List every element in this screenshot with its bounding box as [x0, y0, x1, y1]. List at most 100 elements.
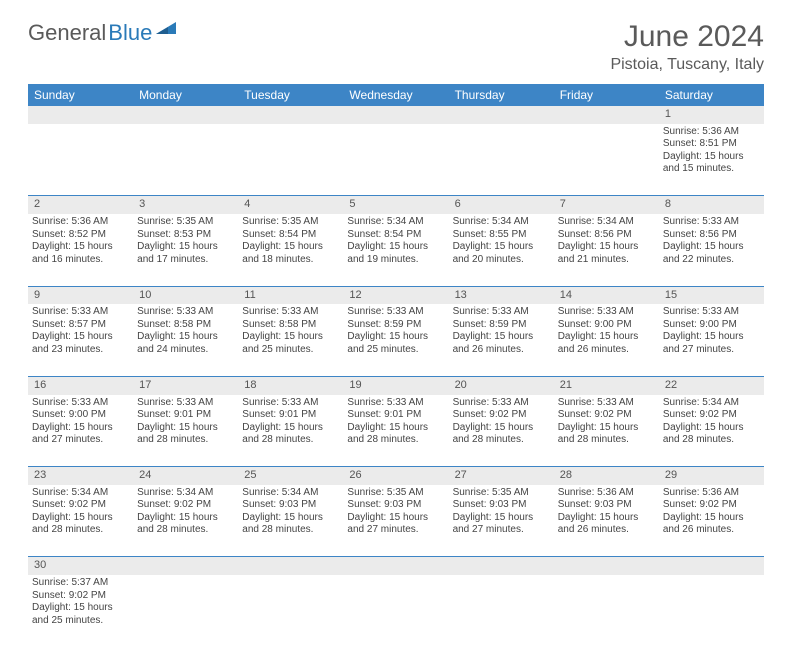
daylight-text: Daylight: 15 hours and 25 minutes. — [347, 331, 444, 356]
day-number: 18 — [238, 376, 343, 394]
daylight-text: Daylight: 15 hours and 20 minutes. — [453, 241, 550, 266]
sunrise-text: Sunrise: 5:33 AM — [663, 306, 760, 319]
day-number: 19 — [343, 376, 448, 394]
sunrise-text: Sunrise: 5:36 AM — [663, 126, 760, 139]
weekday-header-row: SundayMondayTuesdayWednesdayThursdayFrid… — [28, 84, 764, 106]
sunrise-text: Sunrise: 5:35 AM — [137, 216, 234, 229]
sunset-text: Sunset: 9:03 PM — [242, 499, 339, 512]
daylight-text: Daylight: 15 hours and 19 minutes. — [347, 241, 444, 266]
brand-part1: General — [28, 20, 106, 46]
day-cell: Sunrise: 5:36 AMSunset: 8:51 PMDaylight:… — [659, 124, 764, 196]
day-cell: Sunrise: 5:34 AMSunset: 9:02 PMDaylight:… — [133, 485, 238, 557]
day-cell — [449, 124, 554, 196]
day-number: 22 — [659, 376, 764, 394]
day-content-row: Sunrise: 5:37 AMSunset: 9:02 PMDaylight:… — [28, 575, 764, 647]
weekday-header: Monday — [133, 84, 238, 106]
sunrise-text: Sunrise: 5:33 AM — [453, 306, 550, 319]
day-number-row: 1 — [28, 106, 764, 124]
day-number: 28 — [554, 467, 659, 485]
daylight-text: Daylight: 15 hours and 25 minutes. — [242, 331, 339, 356]
day-cell: Sunrise: 5:33 AMSunset: 9:01 PMDaylight:… — [133, 395, 238, 467]
day-cell: Sunrise: 5:36 AMSunset: 8:52 PMDaylight:… — [28, 214, 133, 286]
sunrise-text: Sunrise: 5:34 AM — [347, 216, 444, 229]
sunrise-text: Sunrise: 5:34 AM — [663, 397, 760, 410]
day-number: 11 — [238, 286, 343, 304]
daylight-text: Daylight: 15 hours and 28 minutes. — [347, 422, 444, 447]
sunset-text: Sunset: 8:52 PM — [32, 229, 129, 242]
sunrise-text: Sunrise: 5:33 AM — [558, 306, 655, 319]
sunrise-text: Sunrise: 5:35 AM — [453, 487, 550, 500]
daylight-text: Daylight: 15 hours and 25 minutes. — [32, 602, 129, 627]
sunset-text: Sunset: 9:00 PM — [663, 319, 760, 332]
day-number-row: 30 — [28, 557, 764, 575]
sunrise-text: Sunrise: 5:34 AM — [32, 487, 129, 500]
day-number: 2 — [28, 196, 133, 214]
sunset-text: Sunset: 8:59 PM — [347, 319, 444, 332]
weekday-header: Wednesday — [343, 84, 448, 106]
day-number — [449, 557, 554, 575]
daylight-text: Daylight: 15 hours and 18 minutes. — [242, 241, 339, 266]
day-cell — [554, 575, 659, 647]
day-number: 26 — [343, 467, 448, 485]
sunrise-text: Sunrise: 5:33 AM — [347, 306, 444, 319]
sunset-text: Sunset: 9:02 PM — [32, 590, 129, 603]
sunset-text: Sunset: 9:03 PM — [558, 499, 655, 512]
day-content-row: Sunrise: 5:36 AMSunset: 8:52 PMDaylight:… — [28, 214, 764, 286]
day-cell — [133, 124, 238, 196]
weekday-header: Saturday — [659, 84, 764, 106]
sunset-text: Sunset: 8:58 PM — [137, 319, 234, 332]
daylight-text: Daylight: 15 hours and 27 minutes. — [663, 331, 760, 356]
day-number — [343, 557, 448, 575]
daylight-text: Daylight: 15 hours and 28 minutes. — [32, 512, 129, 537]
brand-logo: GeneralBlue — [28, 20, 182, 46]
sunset-text: Sunset: 8:57 PM — [32, 319, 129, 332]
sunset-text: Sunset: 8:56 PM — [663, 229, 760, 242]
day-cell: Sunrise: 5:34 AMSunset: 9:02 PMDaylight:… — [28, 485, 133, 557]
sunrise-text: Sunrise: 5:34 AM — [137, 487, 234, 500]
sunrise-text: Sunrise: 5:33 AM — [32, 306, 129, 319]
daylight-text: Daylight: 15 hours and 27 minutes. — [32, 422, 129, 447]
day-number: 16 — [28, 376, 133, 394]
day-number: 15 — [659, 286, 764, 304]
sunset-text: Sunset: 8:54 PM — [242, 229, 339, 242]
daylight-text: Daylight: 15 hours and 17 minutes. — [137, 241, 234, 266]
day-number — [238, 106, 343, 124]
weekday-header: Tuesday — [238, 84, 343, 106]
daylight-text: Daylight: 15 hours and 28 minutes. — [137, 512, 234, 537]
day-number: 27 — [449, 467, 554, 485]
day-cell: Sunrise: 5:33 AMSunset: 9:02 PMDaylight:… — [554, 395, 659, 467]
sunset-text: Sunset: 9:02 PM — [453, 409, 550, 422]
sunset-text: Sunset: 9:02 PM — [663, 409, 760, 422]
day-cell: Sunrise: 5:33 AMSunset: 9:01 PMDaylight:… — [238, 395, 343, 467]
day-number-row: 2345678 — [28, 196, 764, 214]
sunset-text: Sunset: 9:00 PM — [558, 319, 655, 332]
sunset-text: Sunset: 8:53 PM — [137, 229, 234, 242]
daylight-text: Daylight: 15 hours and 15 minutes. — [663, 151, 760, 176]
day-number — [554, 557, 659, 575]
sunrise-text: Sunrise: 5:33 AM — [242, 397, 339, 410]
day-number: 3 — [133, 196, 238, 214]
day-cell — [133, 575, 238, 647]
day-content-row: Sunrise: 5:33 AMSunset: 8:57 PMDaylight:… — [28, 304, 764, 376]
sunrise-text: Sunrise: 5:33 AM — [453, 397, 550, 410]
daylight-text: Daylight: 15 hours and 23 minutes. — [32, 331, 129, 356]
sunrise-text: Sunrise: 5:36 AM — [558, 487, 655, 500]
day-cell — [554, 124, 659, 196]
day-cell: Sunrise: 5:34 AMSunset: 8:56 PMDaylight:… — [554, 214, 659, 286]
title-block: June 2024 Pistoia, Tuscany, Italy — [610, 20, 764, 74]
day-cell: Sunrise: 5:33 AMSunset: 8:59 PMDaylight:… — [343, 304, 448, 376]
brand-part2: Blue — [108, 20, 152, 46]
sunset-text: Sunset: 9:02 PM — [32, 499, 129, 512]
daylight-text: Daylight: 15 hours and 28 minutes. — [663, 422, 760, 447]
daylight-text: Daylight: 15 hours and 22 minutes. — [663, 241, 760, 266]
daylight-text: Daylight: 15 hours and 28 minutes. — [137, 422, 234, 447]
daylight-text: Daylight: 15 hours and 28 minutes. — [242, 512, 339, 537]
daylight-text: Daylight: 15 hours and 26 minutes. — [558, 512, 655, 537]
day-number-row: 9101112131415 — [28, 286, 764, 304]
day-cell — [28, 124, 133, 196]
day-number: 24 — [133, 467, 238, 485]
sunset-text: Sunset: 8:59 PM — [453, 319, 550, 332]
sunset-text: Sunset: 9:01 PM — [347, 409, 444, 422]
day-cell: Sunrise: 5:33 AMSunset: 8:56 PMDaylight:… — [659, 214, 764, 286]
sunset-text: Sunset: 9:03 PM — [453, 499, 550, 512]
